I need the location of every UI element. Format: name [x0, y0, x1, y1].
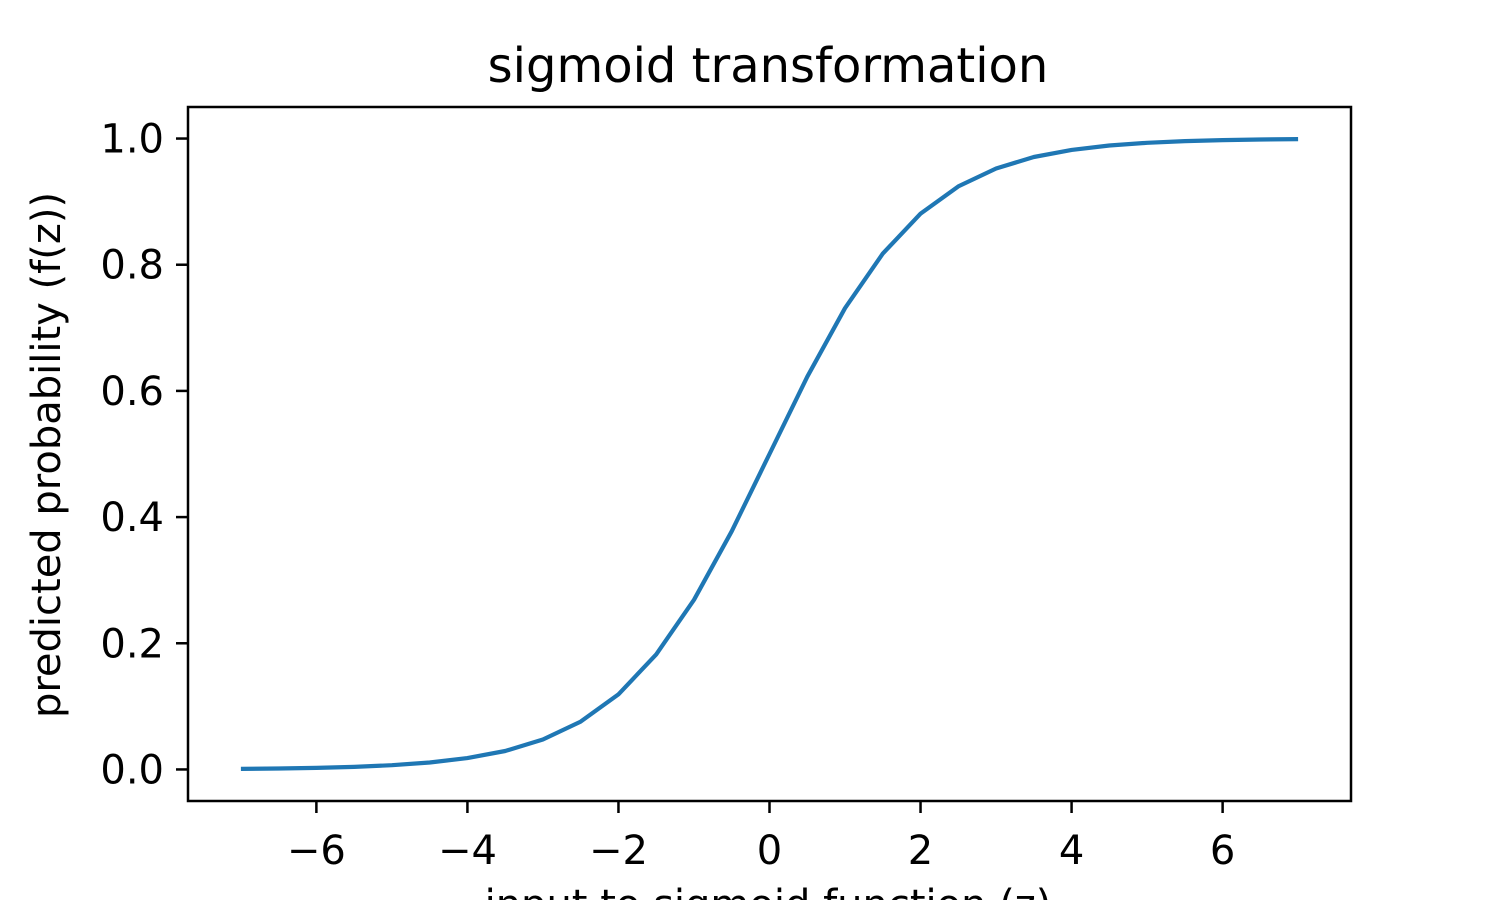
y-tick-label: 0.2 [100, 621, 164, 667]
y-tick-label: 0.6 [100, 369, 164, 415]
y-axis: 0.0 0.2 0.4 0.6 0.8 1.0 [100, 117, 188, 793]
chart-title: sigmoid transformation [488, 38, 1049, 94]
x-tick-label: −6 [287, 828, 346, 874]
x-axis-title: input to sigmoid function (z) [485, 882, 1052, 900]
x-tick-label: −2 [589, 828, 648, 874]
y-tick-label: 0.4 [100, 495, 164, 541]
series-line [240, 137, 1299, 771]
y-tick-label: 1.0 [100, 117, 164, 163]
y-tick-label: 0.0 [100, 747, 164, 793]
x-tick-label: 0 [757, 828, 782, 874]
y-tick-label: 0.8 [100, 243, 164, 289]
y-axis-title: predicted probability (f(z)) [24, 192, 70, 718]
x-tick-label: 2 [908, 828, 933, 874]
x-axis: −6 −4 −2 0 2 4 6 [287, 801, 1235, 874]
x-tick-label: 6 [1210, 828, 1235, 874]
x-tick-label: 4 [1059, 828, 1084, 874]
x-tick-label: −4 [438, 828, 497, 874]
